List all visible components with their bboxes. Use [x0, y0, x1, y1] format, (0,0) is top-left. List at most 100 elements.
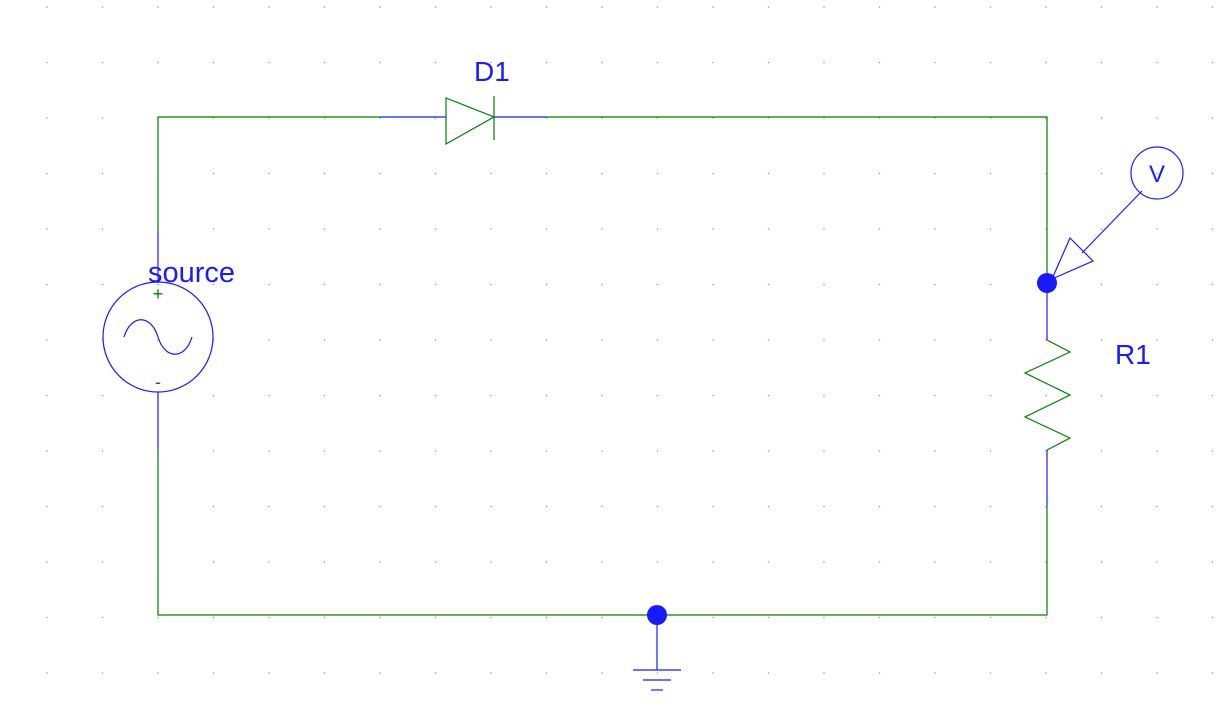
sine-wave-icon: [123, 319, 193, 355]
grid-dot: [712, 6, 714, 8]
grid-dot: [823, 616, 825, 619]
grid-dot: [1100, 450, 1103, 452]
grid-dot: [767, 6, 770, 8]
ac-source[interactable]: [102, 281, 214, 393]
grid-dot: [823, 6, 825, 8]
grid-dot: [767, 339, 770, 341]
grid-dot: [545, 172, 548, 175]
grid-dot: [268, 672, 270, 674]
grid-dot: [712, 61, 714, 64]
ground-symbol-icon[interactable]: [633, 615, 681, 691]
grid-dot: [490, 339, 492, 341]
grid-dot: [989, 450, 992, 452]
grid-dot: [212, 505, 215, 508]
grid-dot: [46, 672, 48, 674]
grid-dot: [46, 450, 48, 452]
grid-dot: [212, 561, 215, 563]
grid-dot: [1100, 117, 1103, 119]
grid-dot: [601, 561, 603, 563]
grid-dot: [601, 505, 603, 508]
grid-dot: [1100, 394, 1103, 397]
grid-dot: [545, 228, 548, 230]
wire-resistor-to-source[interactable]: [157, 450, 1048, 616]
grid-dot: [1211, 339, 1214, 341]
grid-dot: [379, 61, 381, 64]
grid-dot: [1211, 283, 1214, 286]
wire-source-to-diode[interactable]: [157, 116, 380, 230]
grid-dot: [989, 339, 992, 341]
resistor-r1[interactable]: [1023, 339, 1072, 451]
grid-dot: [601, 6, 603, 8]
grid-dot: [268, 561, 270, 563]
grid-dot: [934, 672, 936, 674]
grid-dot: [767, 616, 770, 619]
grid-dot: [989, 283, 992, 286]
grid-dot: [545, 561, 548, 563]
grid-dot: [379, 283, 381, 286]
grid-dot: [878, 339, 881, 341]
grid-dot: [323, 672, 326, 674]
grid-dot: [545, 672, 548, 674]
grid-dot: [379, 672, 381, 674]
grid-dot: [1156, 672, 1158, 674]
grid-dot: [1156, 283, 1158, 286]
grid-dot: [989, 228, 992, 230]
grid-dot: [379, 505, 381, 508]
grid-dot: [323, 561, 326, 563]
grid-dot: [656, 339, 659, 341]
grid-dot: [434, 61, 437, 64]
grid-dot: [934, 616, 936, 619]
grid-dot: [268, 450, 270, 452]
grid-dot: [1100, 616, 1103, 619]
grid-dot: [989, 616, 992, 619]
source-minus-mark: -: [155, 372, 161, 392]
wire-diode-to-resistor[interactable]: [546, 116, 1048, 283]
grid-dot: [1156, 61, 1158, 64]
grid-dot: [101, 561, 104, 563]
grid-dot: [823, 339, 825, 341]
grid-dot: [545, 450, 548, 452]
grid-dot: [1045, 561, 1047, 563]
grid-dot: [157, 61, 159, 64]
grid-dot: [545, 505, 548, 508]
grid-dot: [1045, 61, 1047, 64]
grid-dot: [1045, 505, 1047, 508]
grid-dot: [101, 616, 104, 619]
junction-dot-r1[interactable]: [1037, 273, 1057, 293]
grid-dot: [490, 394, 492, 397]
grid-dot: [767, 394, 770, 397]
grid-dot: [1100, 6, 1103, 8]
grid-dot: [656, 172, 659, 175]
grid-dot: [823, 672, 825, 674]
grid-dot: [1156, 172, 1158, 175]
diode-symbol-icon: [445, 97, 496, 146]
grid-dot: [1211, 505, 1214, 508]
grid-dot: [323, 616, 326, 619]
grid-dot: [823, 561, 825, 563]
diode-ref-label: D1: [474, 56, 510, 87]
grid-dot: [656, 394, 659, 397]
grid-dot: [379, 339, 381, 341]
diode-d1[interactable]: [445, 96, 496, 146]
grid-dot: [490, 6, 492, 8]
grid-dot: [878, 61, 881, 64]
grid-dot: [656, 228, 659, 230]
grid-dot: [545, 283, 548, 286]
grid-dot: [601, 228, 603, 230]
grid-dot: [268, 394, 270, 397]
grid-dot: [268, 616, 270, 619]
grid-dot: [268, 283, 270, 286]
grid-dot: [1156, 616, 1158, 619]
voltage-probe[interactable]: [1050, 146, 1184, 281]
grid-dot: [545, 394, 548, 397]
grid-dot: [1100, 61, 1103, 64]
wires: [157, 116, 1048, 616]
grid-dot: [656, 6, 659, 8]
grid-dot: [767, 172, 770, 175]
grid-dot: [46, 61, 48, 64]
grid-dot: [268, 6, 270, 8]
grid-dot: [823, 450, 825, 452]
grid-dot: [1156, 228, 1158, 230]
grid-dot: [1156, 394, 1158, 397]
